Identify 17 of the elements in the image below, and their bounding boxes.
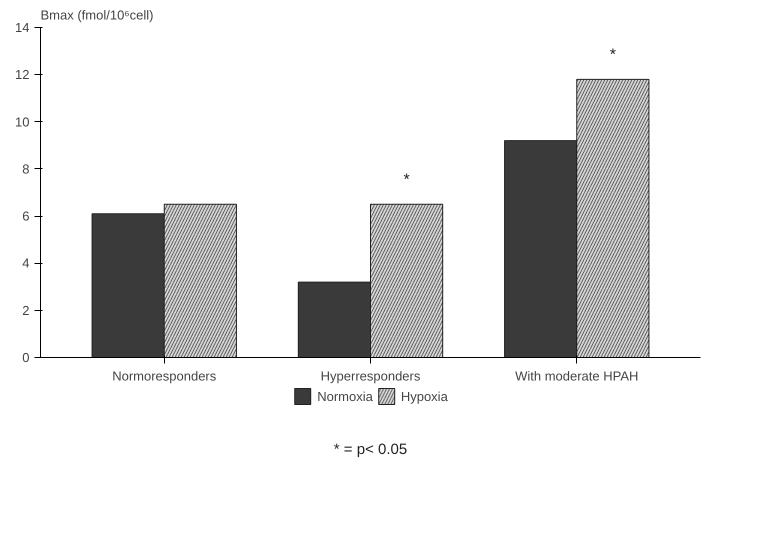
y-tick-label: 2 [22, 302, 30, 318]
y-tick-label: 6 [22, 208, 30, 224]
y-tick-label: 12 [15, 67, 30, 82]
y-tick-label: 4 [22, 256, 30, 271]
y-tick-label: 8 [22, 161, 30, 176]
x-tick-label: With moderate HPAH [515, 368, 638, 384]
annotation: * [403, 171, 410, 188]
text: * = p< 0.05 [334, 440, 408, 458]
y-tick-label: 0 [22, 350, 30, 365]
y-tick-label: 14 [15, 20, 30, 35]
y-axis-title: Bmax (fmol/10⁶cell) [40, 8, 154, 22]
legend-label: Normoxia [317, 388, 373, 404]
legend-label: Hypoxia [400, 388, 448, 404]
y-tick-label: 10 [15, 114, 30, 130]
x-tick-label: Hyperresponders [320, 368, 421, 384]
annotation: * [610, 46, 616, 64]
x-tick-label: Normoresponders [112, 368, 217, 384]
